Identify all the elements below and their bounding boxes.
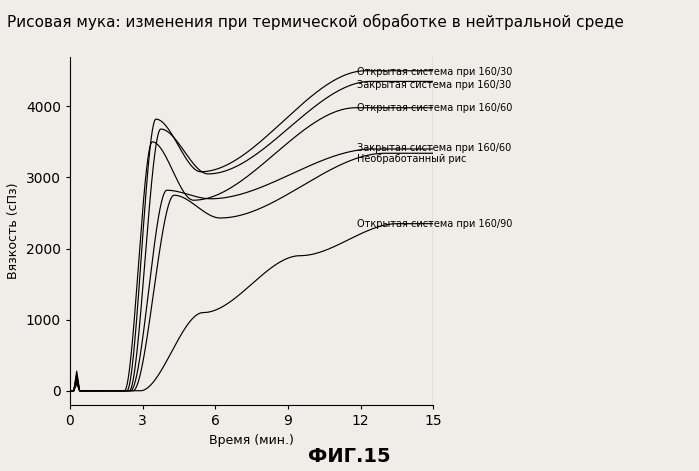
Text: Рисовая мука: изменения при термической обработке в нейтральной среде: Рисовая мука: изменения при термической … (7, 14, 624, 30)
Text: Закрытая система при 160/60: Закрытая система при 160/60 (357, 143, 511, 153)
Text: Открытая система при 160/60: Открытая система при 160/60 (357, 103, 512, 113)
X-axis label: Время (мин.): Время (мин.) (209, 434, 294, 447)
Text: Открытая система при 160/90: Открытая система при 160/90 (357, 219, 512, 229)
Y-axis label: Вязкость (сПз): Вязкость (сПз) (7, 183, 20, 279)
Text: Необработанный рис: Необработанный рис (357, 154, 466, 164)
Text: Открытая система при 160/30: Открытая система при 160/30 (357, 67, 512, 77)
Text: Закрытая система при 160/30: Закрытая система при 160/30 (357, 80, 511, 90)
Text: ФИГ.15: ФИГ.15 (308, 447, 391, 466)
